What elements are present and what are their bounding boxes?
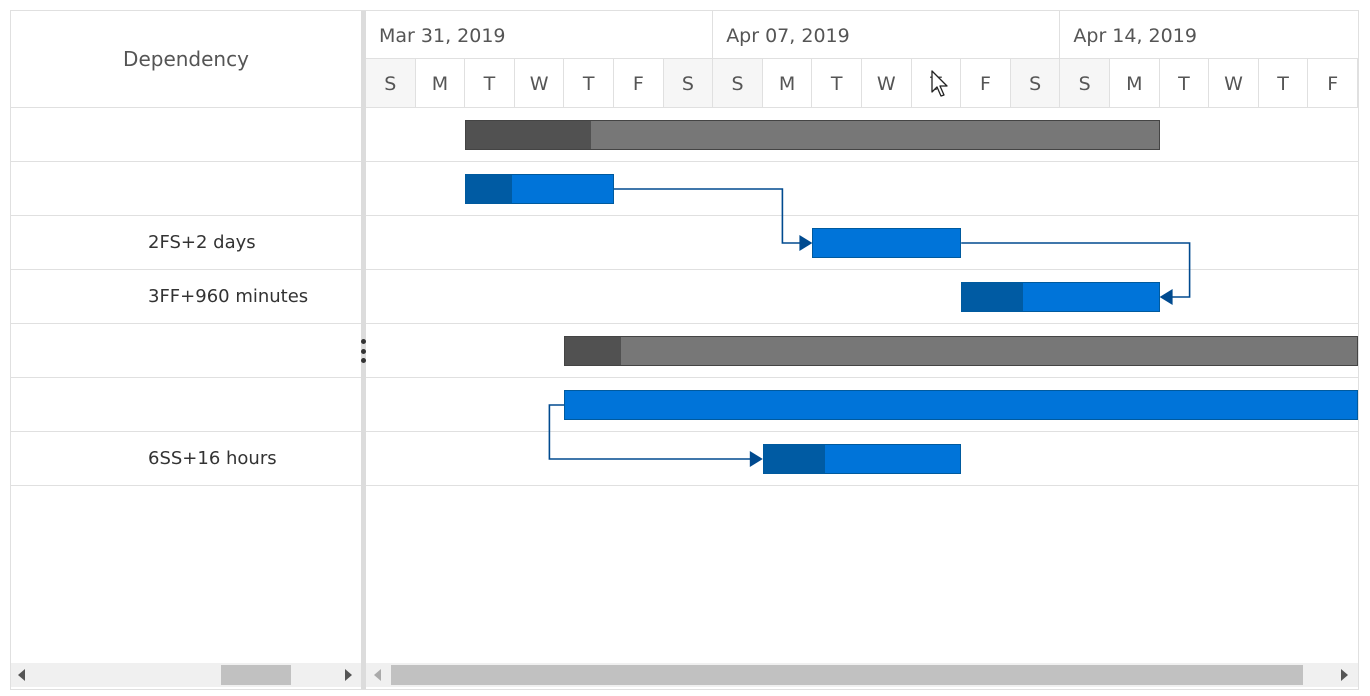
grid-row[interactable]: [11, 324, 361, 378]
parent-task-bar[interactable]: [564, 336, 1358, 366]
week-header-cell: Apr 14, 2019: [1060, 11, 1358, 59]
grid-horizontal-scrollbar[interactable]: [11, 663, 361, 687]
chart-row: [366, 324, 1358, 378]
task-bar[interactable]: [812, 228, 962, 258]
dependency-cell: 3FF+960 minutes: [148, 286, 309, 307]
vertical-ellipsis-icon[interactable]: [361, 339, 366, 363]
grid-row[interactable]: [11, 162, 361, 216]
day-header-cell: M: [763, 59, 813, 107]
day-header-cell: S: [663, 59, 714, 107]
day-header-cell: T: [1160, 59, 1210, 107]
task-progress: [565, 337, 621, 365]
chart-horizontal-scrollbar[interactable]: [366, 663, 1358, 687]
chart-row: [366, 432, 1358, 486]
grid-row[interactable]: [11, 108, 361, 162]
caret-right-icon[interactable]: [1341, 669, 1348, 681]
caret-left-icon[interactable]: [18, 669, 25, 681]
chart-scroll-thumb[interactable]: [391, 665, 1303, 685]
day-header-cell: T: [812, 59, 862, 107]
dependency-cell: 2FS+2 days: [148, 232, 256, 253]
day-header-cell: S: [1010, 59, 1061, 107]
task-progress: [962, 283, 1024, 311]
chart-row: [366, 162, 1358, 216]
grid-row[interactable]: 3FF+960 minutes: [11, 270, 361, 324]
chart-row: [366, 216, 1358, 270]
chart-row: [366, 108, 1358, 162]
day-header-cell: W: [862, 59, 912, 107]
task-bar[interactable]: [961, 282, 1160, 312]
chart-row: [366, 378, 1358, 432]
gantt-chart: Dependency 2FS+2 days 3FF+960 minutes 6SS+…: [10, 10, 1359, 690]
day-header-cell: S: [366, 59, 416, 107]
mouse-pointer-icon: [931, 70, 948, 97]
grid-scroll-thumb[interactable]: [221, 665, 291, 685]
day-header-cell: F: [614, 59, 664, 107]
caret-right-icon[interactable]: [345, 669, 352, 681]
grid-row[interactable]: 2FS+2 days: [11, 216, 361, 270]
task-progress: [466, 121, 591, 149]
week-header-cell: Apr 07, 2019: [713, 11, 1061, 59]
grid-row[interactable]: [11, 378, 361, 432]
task-bar[interactable]: [762, 444, 962, 474]
day-header-cell: F: [961, 59, 1011, 107]
day-header-cell: W: [515, 59, 565, 107]
day-header-cell: S: [713, 59, 763, 107]
chart-row: [366, 270, 1358, 324]
dependency-cell: 6SS+16 hours: [148, 448, 277, 469]
grid-row[interactable]: 6SS+16 hours: [11, 432, 361, 486]
task-bar[interactable]: [564, 390, 1358, 420]
task-progress: [466, 175, 512, 203]
task-bar[interactable]: [465, 174, 614, 204]
day-header-cell: T: [1259, 59, 1309, 107]
day-header-cell: M: [1110, 59, 1160, 107]
day-header-cell: T: [465, 59, 515, 107]
grid-pane: Dependency 2FS+2 days 3FF+960 minutes 6SS+…: [11, 11, 361, 689]
day-header-cell: S: [1060, 59, 1110, 107]
task-progress: [763, 445, 825, 473]
week-header-cell: Mar 31, 2019: [366, 11, 714, 59]
day-header-cell: F: [1308, 59, 1358, 107]
day-header-cell: T: [564, 59, 614, 107]
caret-left-icon[interactable]: [374, 669, 381, 681]
parent-task-bar[interactable]: [465, 120, 1160, 150]
day-header-cell: W: [1209, 59, 1259, 107]
day-header-cell: M: [416, 59, 466, 107]
column-header-dependency[interactable]: Dependency: [123, 47, 249, 71]
grid-header[interactable]: Dependency: [11, 11, 361, 108]
